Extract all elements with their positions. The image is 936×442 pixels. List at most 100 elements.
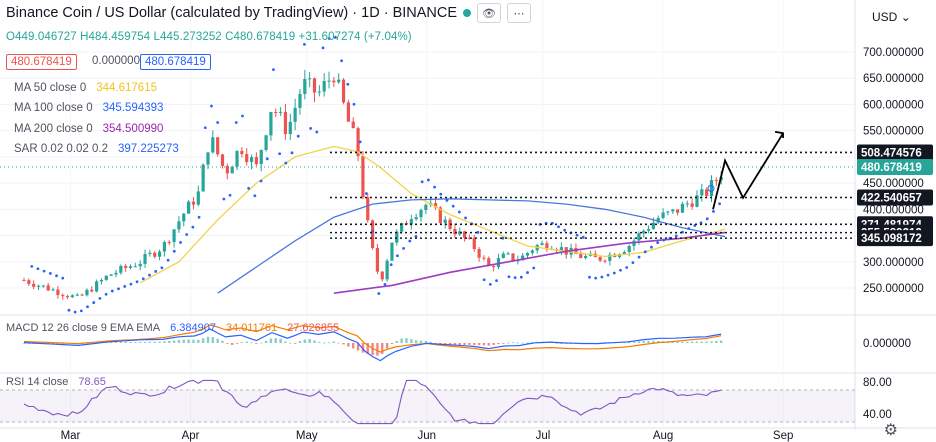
macd-histogram-bar <box>477 343 481 346</box>
candle-body <box>220 154 225 166</box>
ma50-line <box>139 145 726 284</box>
price-badge-label: 480.678419 <box>861 162 922 174</box>
ma50-legend[interactable]: MA 50 close 0 344.617615 <box>14 82 157 94</box>
sar-dot <box>272 68 275 72</box>
macd-histogram-bar <box>298 341 302 343</box>
macd-histogram-bar <box>555 342 558 344</box>
eye-icon[interactable]: 👁 <box>477 3 502 23</box>
sar-dot <box>433 185 436 189</box>
candle-body <box>124 265 128 268</box>
sar-dot <box>110 289 114 293</box>
sar-dot <box>309 126 313 130</box>
macd-histogram-bar <box>260 342 263 344</box>
macd-hist-value: 27.626855 <box>287 322 340 334</box>
sar-dot <box>507 275 511 279</box>
sar-dot <box>377 292 381 295</box>
sar-dot <box>55 274 58 278</box>
sar-dot <box>284 161 288 165</box>
candle-body <box>351 121 355 129</box>
currency-selector[interactable]: USD ⌄ <box>872 10 911 24</box>
candle-body <box>482 257 486 259</box>
macd-histogram-bar <box>322 342 326 344</box>
price-badge-label: 508.474576 <box>861 147 922 159</box>
macd-histogram-bar <box>652 340 655 343</box>
candle-body <box>705 189 709 196</box>
buy-price: 480.678419 <box>145 56 206 68</box>
candle-body <box>685 203 689 205</box>
candle-body <box>651 222 656 230</box>
macd-histogram-bar <box>468 343 471 345</box>
sar-legend[interactable]: SAR 0.02 0.02 0.2 397.225273 <box>14 143 179 155</box>
currency-label: USD <box>872 10 898 24</box>
rsi-legend[interactable]: RSI 14 close 78.65 <box>6 376 106 388</box>
sar-dot <box>600 275 604 279</box>
macd-histogram-bar <box>201 338 205 343</box>
candle-body <box>409 219 413 225</box>
price-badge-label: 345.098172 <box>861 233 922 245</box>
macd-tick-label: 0.000000 <box>863 338 911 350</box>
ma100-legend[interactable]: MA 100 close 0 345.594393 <box>14 102 163 114</box>
candle-body <box>511 253 515 261</box>
buy-price-box[interactable]: 480.678419 <box>140 54 211 70</box>
macd-histogram-bar <box>429 341 432 343</box>
candle-body <box>245 154 249 163</box>
rsi-tick-label: 80.00 <box>863 377 892 389</box>
chart-title: Binance Coin / US Dollar (calculated by … <box>6 5 458 21</box>
sar-dot <box>61 276 65 280</box>
candle-body <box>109 274 113 276</box>
price-tick-label: 600.000000 <box>863 99 924 111</box>
macd-histogram-bar <box>216 338 219 343</box>
macd-histogram-bar <box>676 341 679 343</box>
time-tick-label: Sep <box>773 430 793 442</box>
candle-body <box>530 250 534 253</box>
candle-body <box>385 260 389 280</box>
candle-body <box>646 229 651 231</box>
candle-body <box>395 231 399 243</box>
candle-body <box>249 157 254 163</box>
macd-histogram-bar <box>226 343 229 344</box>
sar-dot <box>135 280 139 284</box>
macd-legend[interactable]: MACD 12 26 close 9 EMA EMA 6.384907 34.0… <box>6 322 339 334</box>
sar-dot <box>334 35 337 39</box>
sar-dot <box>563 228 567 232</box>
macd-histogram-bar <box>487 343 490 346</box>
sar-dot <box>160 266 164 270</box>
candle-body <box>666 211 670 213</box>
candle-body <box>153 252 157 257</box>
candle-body <box>216 137 220 155</box>
macd-histogram-bar <box>158 341 161 343</box>
sar-dot <box>185 233 189 236</box>
candle-body <box>56 289 60 296</box>
candle-body <box>676 209 680 213</box>
sar-dot <box>476 230 480 234</box>
sar-dot <box>247 186 251 190</box>
candle-body <box>191 201 196 205</box>
sar-dot <box>340 59 344 63</box>
sar-dot <box>426 178 430 182</box>
macd-histogram-bar <box>187 339 190 343</box>
candle-body <box>380 271 384 280</box>
macd-histogram-bar <box>526 342 529 344</box>
sar-dot <box>395 254 399 258</box>
gear-icon[interactable]: ⚙ <box>883 422 898 439</box>
macd-histogram-bar <box>197 339 200 343</box>
price-tick-label: 400.000000 <box>863 204 924 216</box>
macd-histogram-bar <box>719 340 723 343</box>
sar-dot <box>303 42 306 46</box>
sell-price-box[interactable]: 480.678419 <box>6 54 77 70</box>
candle-body <box>32 283 36 287</box>
macd-histogram-bar <box>627 341 631 343</box>
market-status-dot <box>463 9 472 17</box>
more-icon[interactable]: ⋯ <box>507 3 532 23</box>
ohlc-text: O449.046727 H484.459754 L445.273252 C480… <box>6 31 412 43</box>
sar-dot <box>129 282 133 286</box>
candle-body <box>559 247 564 251</box>
macd-histogram-bar <box>463 343 466 345</box>
macd-histogram-bar <box>279 338 282 343</box>
macd-histogram-bar <box>124 341 127 343</box>
candle-body <box>51 289 55 291</box>
ma200-legend[interactable]: MA 200 close 0 354.500990 <box>14 123 163 135</box>
candle-body <box>714 180 718 182</box>
macd-histogram-bar <box>414 340 418 343</box>
